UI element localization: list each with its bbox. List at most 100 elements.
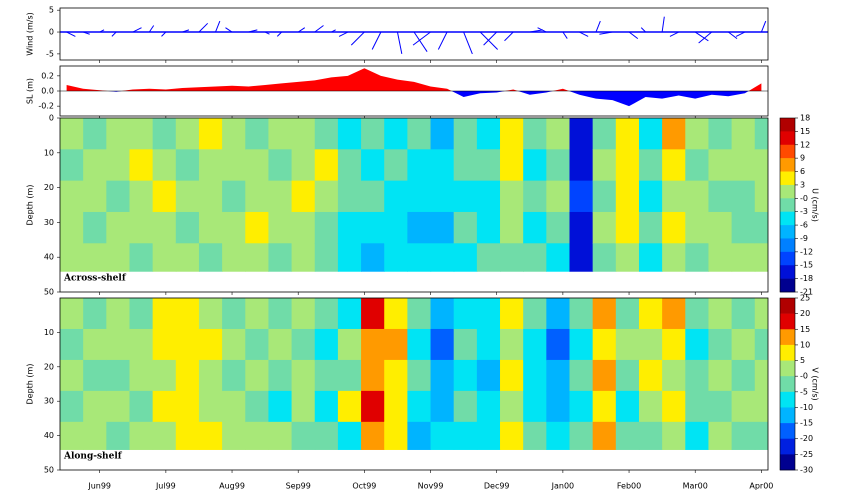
cell	[198, 298, 223, 330]
cell	[500, 149, 524, 182]
cell	[314, 211, 339, 244]
cell	[662, 243, 686, 272]
cell	[152, 328, 177, 361]
cell	[291, 298, 316, 330]
cell	[708, 211, 733, 244]
cell	[685, 180, 710, 213]
y-axis-label: SL (m)	[26, 78, 35, 104]
cell	[129, 328, 154, 361]
cell	[106, 211, 131, 244]
cell	[175, 298, 200, 330]
colorbar-bin	[780, 198, 795, 212]
cell	[198, 421, 223, 450]
cell	[361, 390, 385, 423]
cell	[337, 243, 362, 272]
cell	[106, 328, 131, 361]
cell	[106, 118, 131, 150]
cell	[106, 390, 131, 423]
cell	[222, 211, 246, 244]
cell	[291, 180, 316, 213]
colorbar-tick-label: 15	[800, 325, 810, 334]
cell	[592, 390, 617, 423]
wind-stick	[562, 31, 568, 39]
cell	[407, 149, 432, 182]
cell	[60, 421, 84, 450]
cell	[476, 328, 501, 361]
wind-stick	[437, 31, 448, 50]
cell	[384, 211, 408, 244]
cell	[546, 180, 571, 213]
cell	[245, 421, 270, 450]
cell	[245, 390, 270, 423]
cell	[476, 118, 501, 150]
y-tick-label: -5	[46, 49, 54, 58]
cell	[708, 390, 733, 423]
cell	[731, 180, 756, 213]
y-tick-label: 40	[44, 253, 54, 262]
cell	[314, 118, 339, 150]
cell	[361, 328, 385, 361]
cell	[662, 149, 686, 182]
cell	[60, 390, 84, 423]
cell	[384, 118, 408, 150]
cell	[291, 421, 316, 450]
cell	[198, 180, 223, 213]
cell	[245, 328, 270, 361]
cell	[592, 180, 617, 213]
cell	[592, 298, 617, 330]
cell	[546, 298, 571, 330]
x-tick-label: Apr00	[749, 482, 773, 491]
cell	[731, 298, 756, 330]
x-tick-label: Nov99	[418, 482, 444, 491]
colorbar-bin	[780, 225, 795, 239]
cell	[546, 211, 571, 244]
panel-label: Across-shelf	[63, 274, 127, 284]
cell	[129, 180, 154, 213]
colorbar-tick-label: -6	[800, 221, 808, 230]
cell	[638, 359, 663, 392]
wind-stick	[350, 31, 365, 46]
wind-stick	[132, 27, 142, 33]
cell	[407, 211, 432, 244]
cell	[268, 328, 293, 361]
colorbar-bin	[780, 144, 795, 159]
cell	[384, 390, 408, 423]
colorbar-bin	[780, 391, 795, 408]
colorbar-tick-label: -21	[800, 288, 813, 297]
cell	[476, 243, 501, 272]
cell	[384, 298, 408, 330]
cell	[361, 180, 385, 213]
cell	[615, 298, 640, 330]
cell	[592, 359, 617, 392]
cell	[476, 390, 501, 423]
cell	[708, 298, 733, 330]
y-tick-label: 30	[44, 397, 54, 406]
cell	[198, 149, 223, 182]
wind-stick	[248, 29, 258, 33]
cell	[314, 328, 339, 361]
cell	[222, 118, 246, 150]
cell	[685, 211, 710, 244]
cell	[615, 118, 640, 150]
cell	[500, 359, 524, 392]
cell	[523, 180, 547, 213]
colorbar-tick-label: -0	[800, 372, 808, 381]
cell	[569, 421, 594, 450]
cell	[337, 180, 362, 213]
cell	[569, 328, 594, 361]
cell	[708, 243, 733, 272]
cell	[60, 328, 84, 361]
cell	[523, 359, 547, 392]
cell	[198, 211, 223, 244]
cell	[268, 359, 293, 392]
wind-stick	[661, 16, 665, 33]
colorbar-bin	[780, 238, 795, 253]
colorbar-bin	[780, 184, 795, 199]
cell	[500, 243, 524, 272]
frame	[59, 117, 769, 293]
cell	[83, 118, 107, 150]
cell	[476, 421, 501, 450]
cell	[314, 243, 339, 272]
cell	[662, 328, 686, 361]
colorbar-bin	[780, 344, 795, 361]
